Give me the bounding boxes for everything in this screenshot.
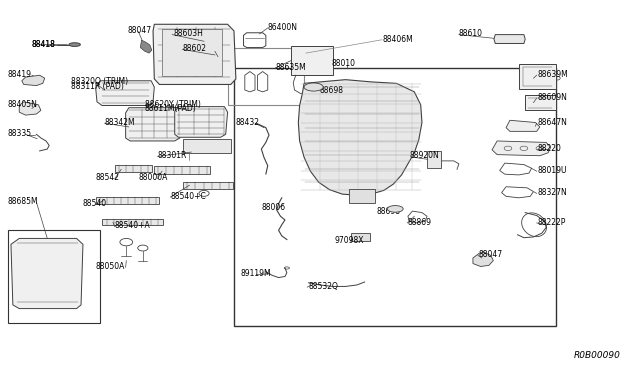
Polygon shape [11, 238, 83, 309]
Text: 88603H: 88603H [173, 29, 204, 38]
Text: 88419: 88419 [8, 70, 32, 79]
Text: 86400N: 86400N [268, 23, 298, 32]
Text: 88047: 88047 [478, 250, 502, 259]
Text: 88050A: 88050A [96, 262, 125, 271]
Text: 88540: 88540 [83, 199, 107, 208]
Polygon shape [125, 108, 181, 141]
Text: 88647N: 88647N [538, 118, 568, 127]
Polygon shape [492, 141, 550, 156]
Text: 88540+C: 88540+C [170, 192, 206, 201]
Text: 88432: 88432 [236, 118, 260, 127]
Text: 88220: 88220 [538, 144, 562, 153]
Text: 88602: 88602 [183, 44, 207, 53]
Bar [162, 29, 222, 76]
Bar [183, 139, 231, 153]
Bar [96, 197, 159, 204]
Polygon shape [96, 81, 154, 106]
Text: 88698: 88698 [320, 86, 344, 95]
Bar [427, 151, 441, 168]
Bar [228, 48, 304, 105]
Text: 88000A: 88000A [138, 173, 168, 182]
Bar [291, 46, 333, 75]
Text: 88418: 88418 [32, 40, 56, 49]
Bar [525, 95, 556, 110]
Bar [349, 189, 375, 203]
Polygon shape [153, 24, 236, 84]
Text: 88609N: 88609N [538, 93, 568, 102]
Bar [154, 166, 211, 174]
Polygon shape [298, 80, 422, 195]
Ellipse shape [304, 83, 323, 91]
Text: 89119M: 89119M [241, 269, 271, 278]
Text: 88920N: 88920N [409, 151, 439, 160]
Polygon shape [140, 40, 152, 53]
Text: 88405N: 88405N [8, 100, 38, 109]
Text: R0B00090: R0B00090 [574, 350, 621, 360]
Text: 88006: 88006 [261, 203, 285, 212]
Text: 88311R (PAD): 88311R (PAD) [72, 82, 124, 91]
Text: 88010: 88010 [332, 59, 355, 68]
Bar [8, 230, 100, 323]
Text: 88418: 88418 [32, 40, 56, 49]
Text: 88698: 88698 [376, 206, 400, 216]
Text: 88335: 88335 [8, 129, 32, 138]
Ellipse shape [387, 206, 403, 212]
Text: 88611M(PAD): 88611M(PAD) [145, 104, 196, 113]
Text: 88327N: 88327N [538, 188, 568, 197]
Polygon shape [22, 75, 45, 86]
Text: 88610: 88610 [459, 29, 483, 38]
Polygon shape [19, 102, 41, 115]
Polygon shape [473, 252, 493, 266]
Ellipse shape [69, 43, 81, 46]
Text: 88222P: 88222P [538, 218, 566, 227]
Text: 88301R: 88301R [157, 151, 187, 160]
Text: 88047: 88047 [127, 26, 152, 35]
Bar [183, 182, 233, 189]
Text: 88542: 88542 [96, 173, 120, 182]
Bar [351, 232, 370, 241]
Bar [115, 165, 152, 172]
Text: 88635M: 88635M [275, 62, 306, 72]
Text: 88639M: 88639M [538, 70, 569, 79]
Polygon shape [506, 120, 540, 131]
Text: 88342M: 88342M [104, 118, 135, 127]
Bar [519, 64, 556, 89]
Text: 88620Y (TRIM): 88620Y (TRIM) [145, 100, 200, 109]
Polygon shape [175, 107, 228, 137]
Text: 88320Q (TRIM): 88320Q (TRIM) [72, 77, 129, 86]
Text: 88019U: 88019U [538, 166, 568, 175]
Bar [102, 219, 163, 225]
Text: 88540+A: 88540+A [115, 221, 150, 230]
Text: 88869: 88869 [408, 218, 432, 227]
Bar [234, 68, 556, 326]
Polygon shape [494, 35, 525, 44]
Text: 97098X: 97098X [334, 236, 364, 245]
Text: 88685M: 88685M [8, 197, 38, 206]
Text: 88532Q: 88532Q [308, 282, 339, 291]
Text: 88406M: 88406M [383, 35, 413, 44]
